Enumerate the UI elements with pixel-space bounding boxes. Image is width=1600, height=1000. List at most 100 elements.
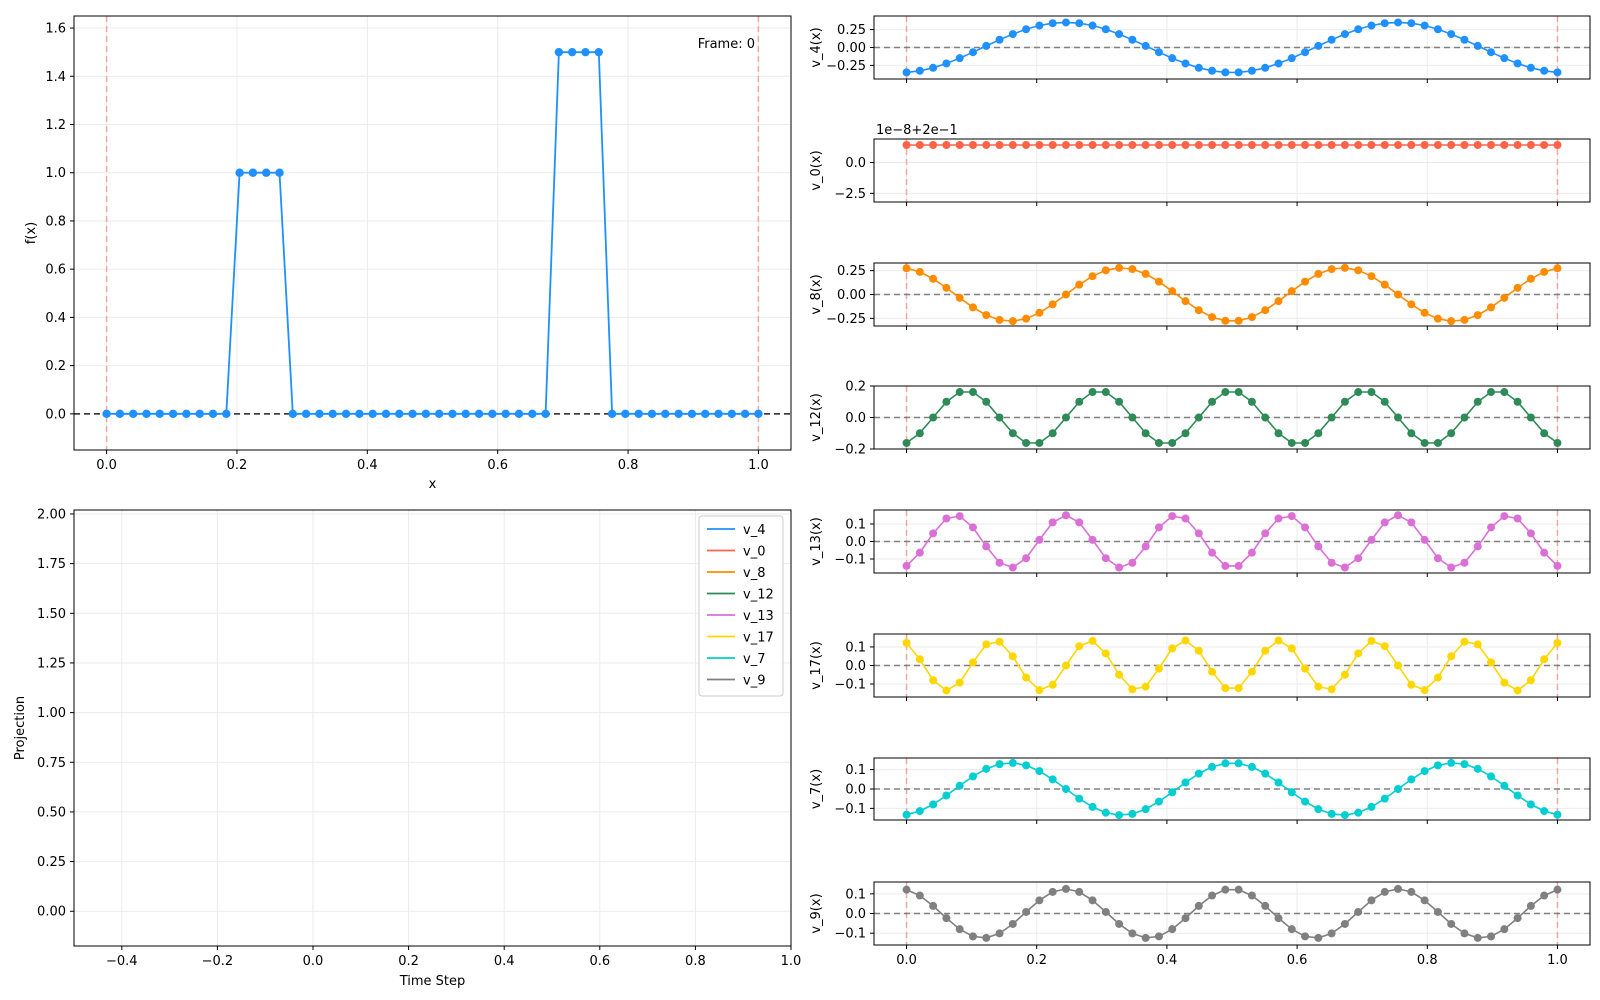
eigenvector-point: [1327, 265, 1336, 274]
eigenvector-point: [1075, 141, 1084, 150]
signal-point: [248, 168, 258, 177]
eigenvector-point: [1540, 891, 1549, 900]
legend-label: v_13: [743, 609, 774, 624]
eigenvector-point: [1340, 397, 1349, 406]
eigenvector-point: [1194, 306, 1203, 315]
eigenvector-point: [1354, 554, 1363, 563]
y-tick-label: 1.75: [37, 557, 66, 572]
eigenvector-point: [1075, 887, 1084, 896]
eigenvector-point: [1141, 542, 1150, 551]
eigenvector-point: [915, 548, 924, 557]
legend-label: v_8: [743, 566, 765, 581]
eigenvector-point: [1513, 686, 1522, 695]
eigenvector-point: [1487, 303, 1496, 312]
eigenvector-point: [995, 315, 1004, 324]
eigenvector-point: [1168, 54, 1177, 63]
y-axis-label: v_7(x): [809, 769, 824, 809]
eigenvector-point: [1208, 667, 1217, 676]
eigenvector-point: [1487, 932, 1496, 941]
eigenvector-point: [1526, 901, 1535, 910]
eigenvector-point: [902, 885, 911, 894]
eigenvector-point: [915, 267, 924, 276]
signal-point: [501, 409, 510, 419]
y-axis-label: Projection: [13, 696, 28, 760]
eigenvector-point: [1194, 769, 1203, 778]
eigenvector-point: [1407, 775, 1416, 784]
eigenvector-point: [1035, 896, 1044, 905]
eigenvector-point: [1194, 901, 1203, 910]
eigenvector-point: [1181, 514, 1190, 523]
eigenvector-point: [1500, 388, 1509, 397]
eigenvector-point: [1115, 919, 1124, 928]
eigenvector-point: [1128, 809, 1137, 818]
eigenvector-point: [1287, 644, 1296, 653]
y-tick-label: 1.4: [45, 70, 66, 85]
axes-frame: [73, 509, 792, 947]
y-tick-label: 1.50: [37, 607, 66, 622]
eigenvector-point: [1460, 929, 1469, 938]
signal-point: [740, 409, 750, 419]
signal-point: [714, 409, 723, 419]
eigenvector-point: [1008, 919, 1017, 928]
eigenvector-point: [1035, 141, 1044, 150]
eigenvector-point: [1473, 764, 1482, 773]
eigenvector-point: [1234, 885, 1243, 894]
eigenvector-point: [1314, 682, 1323, 691]
signal-point: [754, 409, 763, 419]
eigenvector-point: [1115, 670, 1124, 679]
eigenvector-point: [1181, 636, 1190, 645]
eigenvector-point: [1274, 59, 1283, 68]
y-tick-label: 0.00: [837, 41, 866, 56]
eigenvector-point: [1553, 638, 1562, 647]
eigenvector-point: [1261, 413, 1270, 422]
eigenvector-point: [1128, 929, 1137, 938]
eigenvector-point: [929, 413, 938, 422]
eigenvector-point: [1301, 797, 1310, 806]
eigenvector-point: [1022, 673, 1031, 682]
y-axis-label: v_0(x): [809, 150, 824, 190]
eigenvector-point: [1301, 141, 1310, 150]
eigenvector-point: [1340, 919, 1349, 928]
eigenvector-point: [1008, 758, 1017, 767]
eigenvector-point: [1022, 314, 1031, 323]
eigenvector-point: [1500, 781, 1509, 790]
eigenvector-point: [1553, 885, 1562, 894]
eigenvector-point: [1035, 438, 1044, 447]
eigenvector-point: [1460, 141, 1469, 150]
eigenvector-point: [1287, 438, 1296, 447]
y-tick-label: −2.5: [834, 187, 866, 202]
eigenvector-point: [1287, 287, 1296, 296]
x-tick-label: 0.8: [1417, 953, 1438, 968]
signal-point: [621, 409, 630, 419]
eigenvector-point: [1234, 388, 1243, 397]
signal-point: [168, 409, 178, 419]
eigenvector-point: [1407, 19, 1416, 28]
eigenvector-point: [1526, 529, 1535, 538]
eigenvector-point: [1460, 760, 1469, 769]
eigenvector-point: [1526, 413, 1535, 422]
eigenvector-point: [1247, 313, 1256, 322]
eigenvector-point: [1553, 264, 1562, 273]
eigenvector-point: [1314, 429, 1323, 438]
eigenvector-point: [1526, 800, 1535, 809]
eigenvector-point: [1433, 554, 1442, 563]
y-axis-label: v_4(x): [809, 27, 824, 67]
eigenvector-point: [1500, 141, 1509, 150]
eigenvector-point: [1061, 141, 1070, 150]
eigenvector-point: [1061, 884, 1070, 893]
eigenvector-point: [1128, 35, 1137, 44]
eigenvector-point: [1314, 933, 1323, 942]
signal-point: [554, 47, 564, 57]
eigenvector-point: [1261, 646, 1270, 655]
signal-point: [408, 409, 417, 419]
eigenvector-point: [1287, 54, 1296, 63]
eigenvector-point: [1540, 66, 1549, 75]
y-tick-label: 0.1: [845, 640, 866, 655]
y-tick-label: 0.0: [845, 659, 866, 674]
eigenvector-point: [1301, 48, 1310, 57]
eigenvector-point: [1261, 901, 1270, 910]
signal-point: [474, 409, 484, 419]
eigenvector-point: [1008, 563, 1017, 572]
eigenvector-point: [1394, 18, 1403, 27]
eigenvector-point: [995, 413, 1004, 422]
